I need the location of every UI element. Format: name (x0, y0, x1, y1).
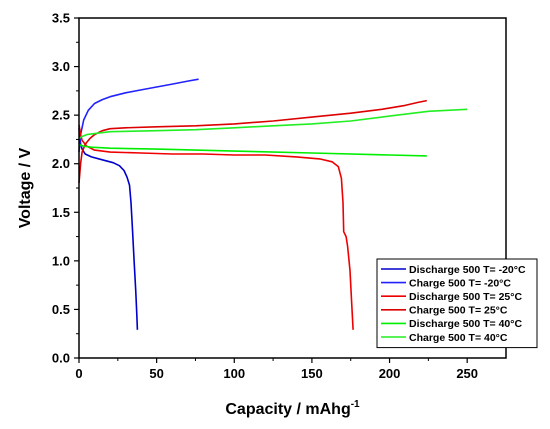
y-tick-label: 1.5 (52, 205, 70, 220)
legend-label-3: Discharge 500 T= 25°C (409, 291, 522, 303)
x-tick-label: 200 (379, 366, 401, 381)
x-tick-label: 150 (301, 366, 323, 381)
x-axis-title-text: Capacity / mAhg (225, 401, 350, 418)
x-tick-label: 0 (75, 366, 82, 381)
axis-ticks (74, 17, 468, 363)
legend-label-6: Charge 500 T= 40°C (409, 332, 508, 344)
x-tick-label: 100 (223, 366, 245, 381)
y-tick-label: 3.5 (52, 11, 70, 26)
x-tick-label: 50 (149, 366, 163, 381)
x-tick-label: 250 (456, 366, 478, 381)
y-tick-label: 2.0 (52, 156, 70, 171)
legend-label-5: Discharge 500 T= 40°C (409, 318, 522, 330)
y-tick-label: 1.0 (52, 253, 70, 268)
series-line-6 (78, 108, 468, 140)
x-axis-title-superscript: -1 (351, 399, 360, 410)
plot-lines (78, 78, 468, 330)
y-tick-label: 3.0 (52, 59, 70, 74)
y-tick-label: 2.5 (52, 108, 70, 123)
series-line-1 (78, 127, 139, 330)
y-tick-label: 0.5 (52, 302, 70, 317)
axis-tick-labels: 0 50 100 150 200 250 0.0 0.5 1.0 1.5 2.0 2.5 3.0 3.5 (52, 11, 478, 382)
series-line-4 (78, 99, 427, 184)
legend-label-2: Charge 500 T= -20°C (409, 277, 511, 289)
series-line-2 (78, 78, 199, 153)
series-line-5 (78, 143, 427, 157)
legend-box (376, 258, 538, 349)
y-axis-title: Voltage / V (17, 147, 34, 228)
x-axis-title: Capacity / mAhg-1 (225, 399, 360, 418)
legend-label-4: Charge 500 T= 25°C (409, 305, 508, 317)
series-line-3 (78, 124, 354, 330)
y-tick-label: 0.0 (52, 351, 70, 366)
legend-label-1: Discharge 500 T= -20°C (409, 264, 526, 276)
